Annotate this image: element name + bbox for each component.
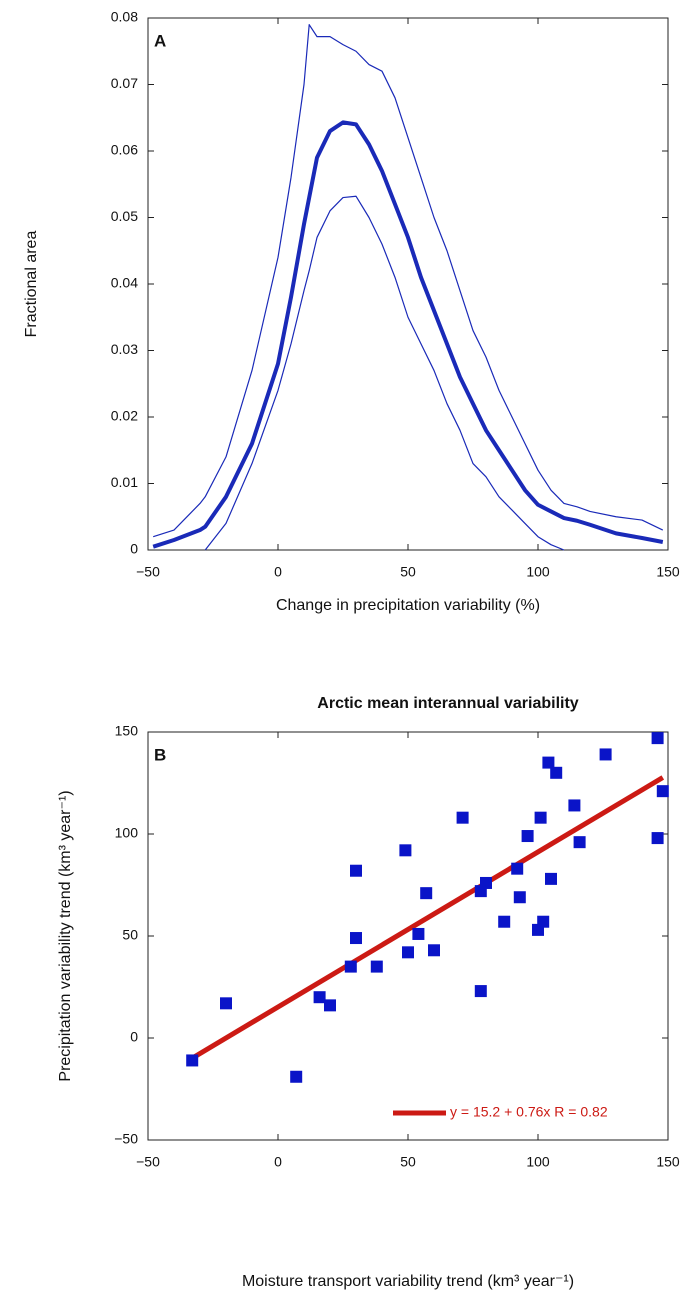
scatter-point [290,1070,303,1083]
y-tick-label: 0.06 [111,142,138,158]
y-axis-title: Fractional area [23,231,40,338]
scatter-point [350,864,362,877]
y-tick-label: 0.02 [111,408,138,424]
x-tick-label: 100 [526,564,550,580]
fit-annotation: y = 15.2 + 0.76x R = 0.82 [450,1104,608,1120]
y-tick-label: 0 [130,1029,138,1045]
scatter-point [324,999,336,1012]
y-tick-label: 0.08 [111,9,138,25]
x-tick-label: 50 [400,564,416,580]
y-tick-label: 100 [115,825,139,841]
scatter-point [402,946,414,959]
scatter-point [545,872,557,885]
y-tick-label: 50 [122,927,138,943]
scatter-point [420,887,433,900]
y-tick-label: 0.04 [111,275,138,291]
scatter-point [599,748,612,761]
y-tick-label: 150 [115,723,139,739]
x-tick-label: 50 [400,1154,416,1170]
scatter-point [399,844,412,857]
plot-frame [147,731,669,1141]
chart-title: Arctic mean interannual variability [317,695,579,712]
x-tick-label: 150 [656,564,680,580]
x-tick-label: 100 [526,1154,550,1170]
scatter-point [511,862,524,875]
x-tick-label: −50 [136,1154,160,1170]
x-tick-label: 0 [274,564,282,580]
scatter-point [537,915,550,928]
x-axis-title: Change in precipitation variability (%) [276,597,540,614]
scatter-point [498,915,511,928]
scatter-point [651,832,664,845]
scatter-point [568,799,581,812]
scatter-point [651,732,664,745]
scatter-point [521,830,534,843]
scatter-point [350,932,362,945]
y-tick-label: 0.07 [111,75,138,91]
scatter-point [344,960,357,973]
scatter-point [550,766,563,779]
fit-line [193,775,665,1059]
scatter-point [370,960,383,973]
scatter-point [656,785,669,798]
y-axis-title: Precipitation variability trend (km³ yea… [57,790,74,1081]
x-tick-label: −50 [136,564,160,580]
y-tick-label: 0 [130,541,138,557]
x-axis-title: Moisture transport variability trend (km… [242,1273,574,1290]
y-tick-label: −50 [114,1131,138,1147]
scatter-point [474,985,487,998]
scatter-point [513,891,526,904]
scatter-point [428,944,440,957]
scatter-point [412,927,425,940]
scatter-point [480,876,492,889]
scatter-point [313,991,326,1004]
line-series [152,120,664,549]
line-series [153,24,664,538]
panel-label: A [154,31,166,50]
y-tick-label: 0.03 [111,341,138,357]
plot-frame [147,17,669,551]
scatter-point [573,836,586,849]
panel-label: B [154,745,166,764]
y-tick-label: 0.05 [111,208,138,224]
x-tick-label: 150 [656,1154,680,1170]
scatter-point [186,1054,199,1067]
scatter-point [534,811,547,824]
line-series [204,195,565,551]
scatter-point [542,756,555,769]
scatter-point [220,997,232,1010]
x-tick-label: 0 [274,1154,282,1170]
scatter-point [456,811,469,824]
y-tick-label: 0.01 [111,474,138,490]
